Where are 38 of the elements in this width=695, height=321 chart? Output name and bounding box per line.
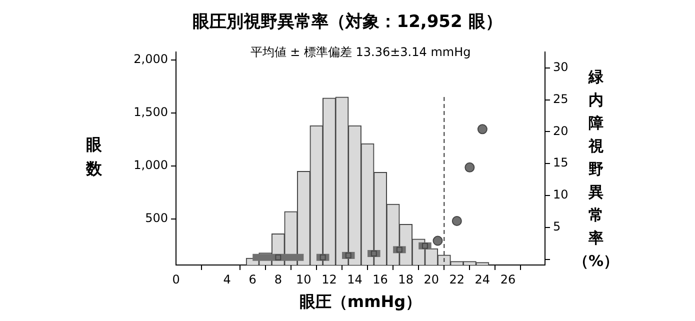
x-tick-label: 26 xyxy=(500,272,516,286)
point xyxy=(477,124,488,134)
x-tick-label: 12 xyxy=(322,272,337,286)
y2-tick-label: 30 xyxy=(553,60,568,74)
point xyxy=(396,246,402,253)
y-tick-label: 1,500 xyxy=(134,105,168,120)
x-tick-label: 8 xyxy=(274,272,282,286)
x-tick-label: 20 xyxy=(424,272,440,286)
y2-tick-label: 15 xyxy=(553,156,568,170)
y2-tick-label: 20 xyxy=(553,124,568,138)
point xyxy=(464,162,475,172)
text: 緑内障視野異常率（%） xyxy=(573,68,619,270)
point xyxy=(432,236,443,246)
point xyxy=(452,216,462,226)
y2-tick-label: 5 xyxy=(553,220,561,234)
x-tick-label: 14 xyxy=(347,272,362,286)
x-tick-label: 4 xyxy=(223,272,231,286)
x-tick-label: 18 xyxy=(398,272,414,286)
point xyxy=(320,254,326,260)
x-tick-label: 6 xyxy=(248,272,256,286)
x-tick-label: 0 xyxy=(172,272,180,286)
point xyxy=(345,252,352,258)
point xyxy=(275,254,282,260)
y-axis-title: 眼数 xyxy=(84,134,103,180)
x-tick-label: 10 xyxy=(296,272,312,286)
y-tick-label: 500 xyxy=(145,211,168,226)
x-axis-title: 眼圧（mmHg） xyxy=(298,292,423,313)
y-tick-label: 1,000 xyxy=(134,158,168,172)
y2-tick-label: 10 xyxy=(553,188,568,202)
x-tick-label: 24 xyxy=(474,272,490,286)
point xyxy=(370,250,377,256)
chart-subtitle: 平均値 ± 標準偏差 13.36±3.14 mmHg xyxy=(249,44,472,61)
x-tick-label: 22 xyxy=(449,272,465,286)
y2-tick-label: 25 xyxy=(553,92,568,106)
x-tick-label: 16 xyxy=(372,272,388,286)
y-tick-label: 2,000 xyxy=(134,52,168,66)
point xyxy=(422,242,428,249)
chart-title: 眼圧別視野異常率（対象：12,952 眼） xyxy=(192,11,504,33)
